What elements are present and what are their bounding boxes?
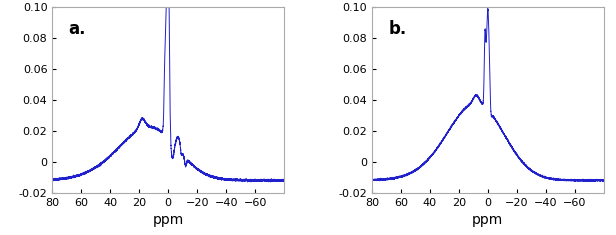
- Text: b.: b.: [388, 20, 407, 38]
- Text: a.: a.: [68, 20, 86, 38]
- X-axis label: ppm: ppm: [472, 213, 503, 227]
- X-axis label: ppm: ppm: [153, 213, 184, 227]
